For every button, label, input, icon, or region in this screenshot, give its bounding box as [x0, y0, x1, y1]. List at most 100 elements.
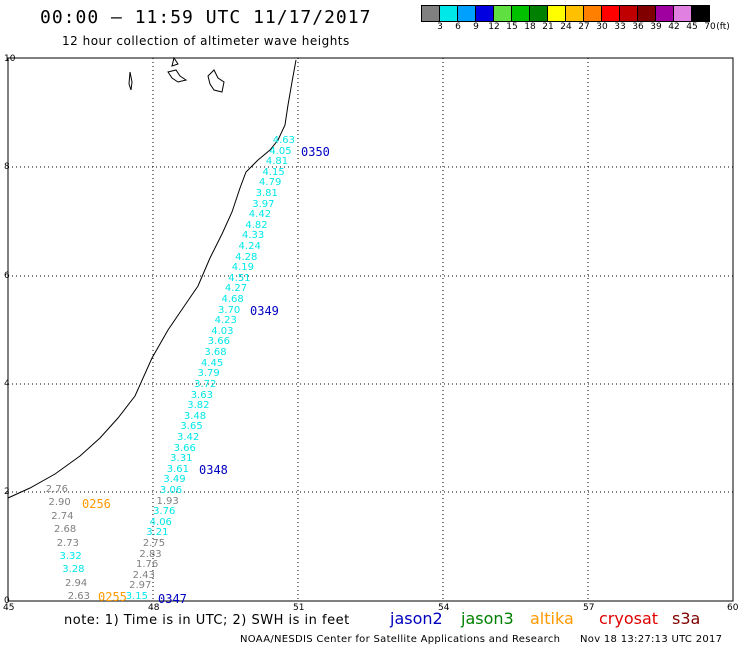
legend-swatch: [638, 6, 656, 21]
wave-height-value: 4.27: [224, 283, 248, 295]
legend-swatch: [494, 6, 512, 21]
pass-time-label: 0256: [82, 497, 111, 511]
island-shape: [167, 69, 188, 83]
island-shape: [171, 56, 179, 67]
satellite-legend-s3a: s3a: [672, 609, 701, 628]
legend-label: 45: [686, 22, 698, 32]
wave-height-value: 3.32: [59, 550, 82, 562]
legend-label: 3: [437, 22, 443, 32]
wave-height-value: 3.79: [197, 368, 220, 380]
wave-height-value: 2.76: [45, 484, 68, 495]
satellite-legend-altika: altika: [530, 609, 574, 628]
longitude-tick-label: 45: [3, 603, 15, 613]
wave-height-value: 3.81: [255, 188, 278, 200]
legend-label: 39: [650, 22, 662, 32]
legend-swatch: [566, 6, 584, 21]
wave-height-value: 2.75: [142, 537, 166, 549]
wave-height-value: 4.45: [200, 357, 224, 369]
longitude-tick-label: 48: [148, 603, 160, 613]
wave-height-value: 2.97: [129, 580, 152, 592]
wave-height-value: 4.63: [272, 135, 295, 146]
satellite-legend-cryosat: cryosat: [599, 609, 659, 628]
map-frame: [7, 57, 734, 602]
legend-label: 6: [455, 22, 461, 32]
pass-time-label: 0350: [301, 145, 330, 159]
longitude-tick-label: 54: [438, 603, 450, 613]
credit-line: NOAA/NESDIS Center for Satellite Applica…: [240, 634, 561, 645]
wave-height-value: 2.73: [56, 537, 79, 549]
legend-swatch: [692, 6, 709, 21]
wave-height-value: 4.82: [245, 219, 268, 231]
legend-swatch: [422, 6, 440, 21]
legend-swatch: [620, 6, 638, 21]
wave-height-value: 3.42: [177, 431, 200, 443]
wave-height-value: 3.61: [166, 463, 190, 475]
legend-swatch: [458, 6, 476, 21]
wave-height-value: 3.65: [180, 421, 203, 433]
legend-label: 33: [614, 22, 626, 32]
legend-unit: (ft): [716, 22, 730, 32]
wave-height-value: 3.15: [125, 591, 148, 602]
legend-swatch: [674, 6, 692, 21]
coastline: [7, 59, 297, 499]
wave-height-value: 4.23: [214, 315, 237, 327]
pass-time-label: 0348: [199, 463, 228, 477]
longitude-tick-label: 60: [727, 603, 739, 613]
wave-height-value: 4.42: [248, 209, 272, 221]
wave-height-value: 3.21: [146, 527, 169, 539]
wave-height-value: 3.66: [207, 336, 231, 348]
wave-height-value: 4.79: [259, 177, 282, 189]
wave-height-value: 3.66: [173, 442, 196, 454]
wave-height-value: 2.68: [53, 524, 77, 536]
wave-height-value: 3.68: [204, 347, 227, 359]
wave-height-value: 3.72: [194, 378, 217, 390]
satellite-legend-jason2: jason2: [390, 609, 443, 628]
wave-height-value: 3.70: [218, 304, 241, 316]
wave-height-value: 2.63: [67, 591, 90, 602]
wave-height-value: 4.05: [269, 145, 292, 157]
wave-height-value: 4.24: [238, 241, 261, 253]
satellite-legend-jason3: jason3: [461, 609, 514, 628]
legend-label: 42: [668, 22, 680, 32]
wave-height-value: 3.06: [159, 484, 183, 496]
wave-height-value: 4.28: [235, 251, 258, 263]
color-scale-legend: [421, 5, 710, 22]
latitude-tick-label: 4: [4, 379, 10, 389]
legend-swatch: [512, 6, 530, 21]
wave-height-value: 1.76: [135, 559, 159, 571]
map-title: 00:00 – 11:59 UTC 11/17/2017: [40, 7, 372, 28]
island-shape: [207, 69, 225, 93]
legend-label: 18: [524, 22, 536, 32]
wave-height-value: 1.93: [156, 495, 179, 507]
wave-height-value: 4.33: [241, 230, 265, 242]
legend-swatch: [584, 6, 602, 21]
legend-swatch: [440, 6, 458, 21]
wave-height-value: 3.82: [187, 400, 210, 412]
legend-swatch: [476, 6, 494, 21]
longitude-tick-label: 51: [293, 603, 305, 613]
pass-time-label: 0255: [98, 590, 127, 604]
legend-label: 9: [473, 22, 479, 32]
wave-height-value: 3.49: [163, 474, 186, 486]
legend-swatch: [548, 6, 566, 21]
wave-height-value: 3.28: [62, 564, 85, 576]
legend-label: 21: [542, 22, 554, 32]
wave-height-value: 4.15: [262, 166, 285, 178]
island-shape: [128, 71, 133, 91]
wave-height-value: 2.94: [64, 577, 88, 589]
wave-height-value: 3.97: [252, 198, 275, 210]
wave-height-value: 2.83: [139, 548, 162, 560]
wave-height-value: 4.03: [211, 325, 234, 337]
wave-height-value: 3.48: [183, 410, 207, 422]
legend-label: 12: [488, 22, 500, 32]
wave-height-value: 4.51: [228, 272, 251, 284]
latitude-tick-label: 0: [4, 596, 10, 606]
wave-height-value: 4.68: [221, 294, 244, 306]
legend-swatch: [656, 6, 674, 21]
latitude-tick-label: 2: [4, 487, 10, 497]
legend-label: 70: [704, 22, 716, 32]
wave-height-value: 2.90: [48, 497, 71, 509]
graticule: [8, 58, 733, 601]
pass-time-label: 0349: [250, 304, 279, 318]
